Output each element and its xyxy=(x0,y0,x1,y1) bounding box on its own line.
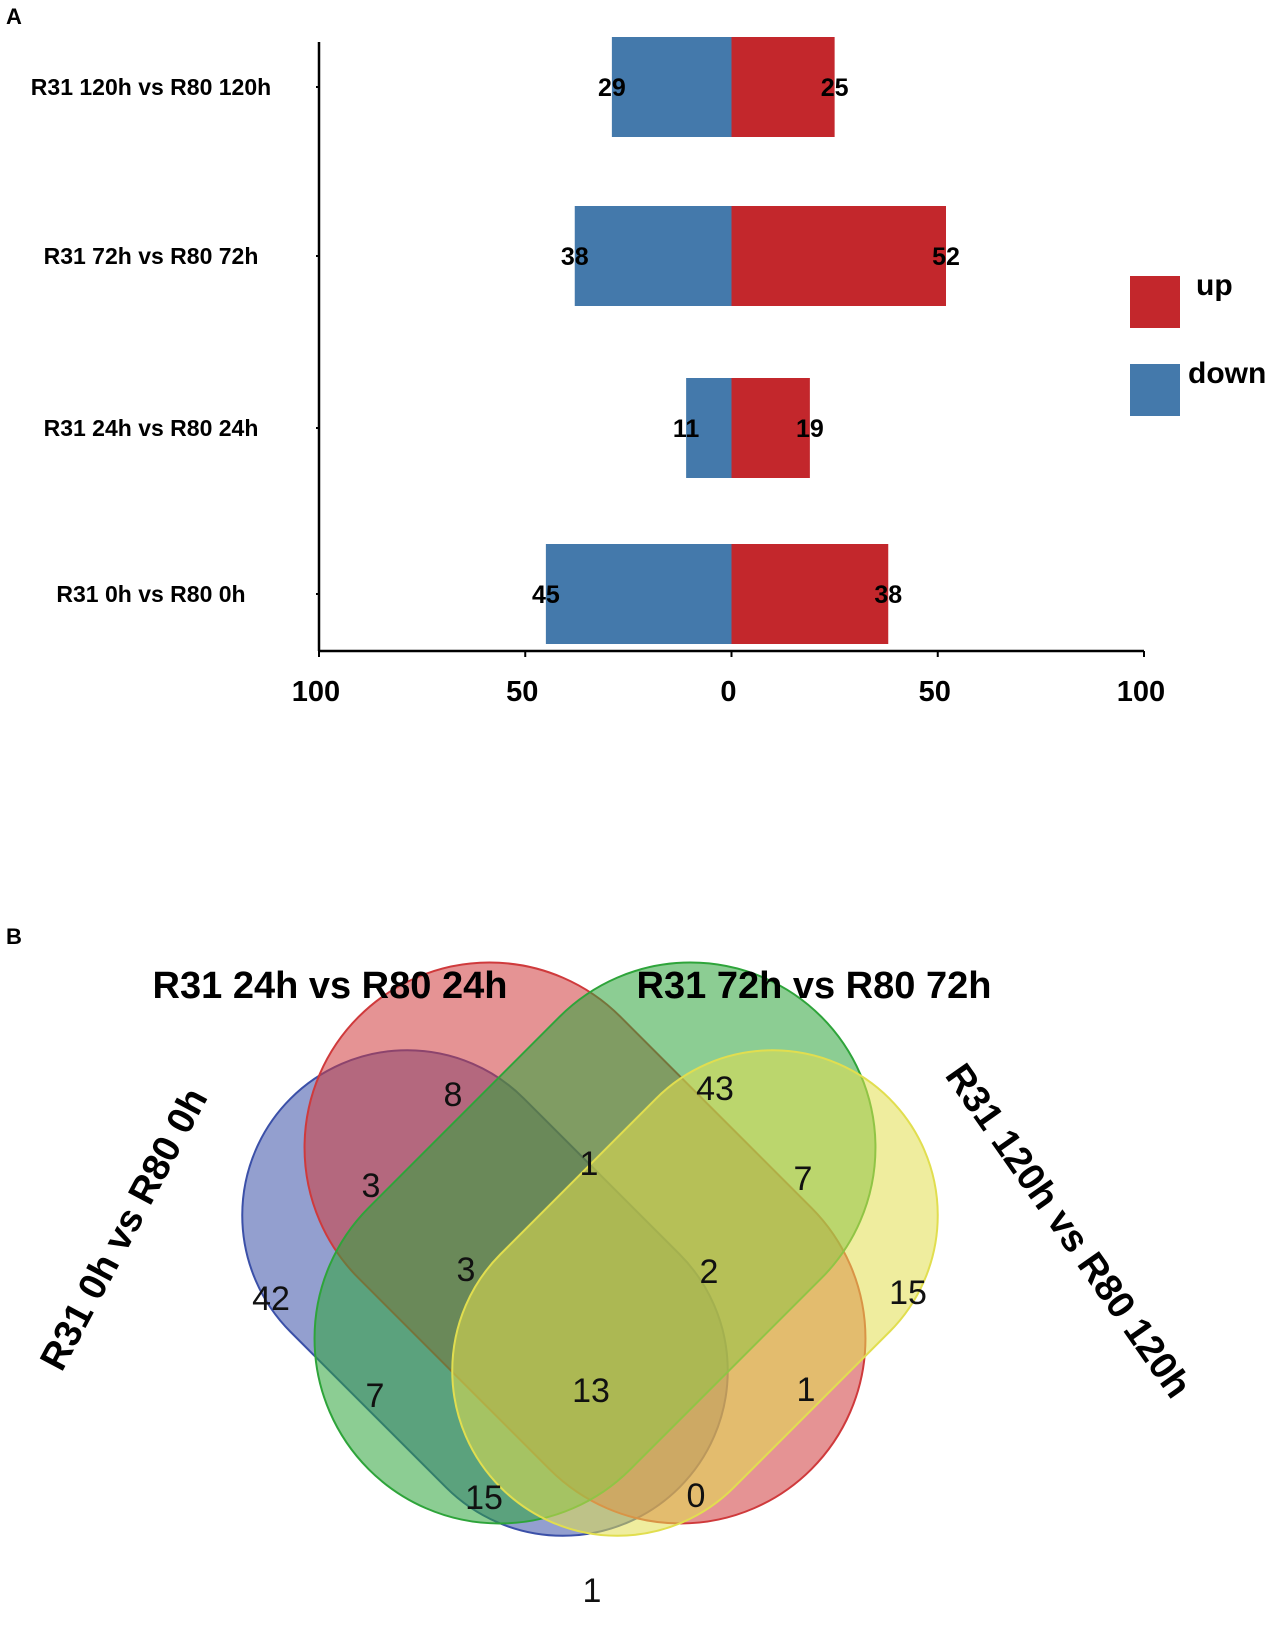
bar-up-2 xyxy=(731,378,810,478)
venn-set-label-1: R31 24h vs R80 24h xyxy=(153,965,508,1007)
bar-up-1 xyxy=(731,206,946,306)
venn-region-value-4: 3 xyxy=(362,1167,381,1205)
bar-label-up-3: 38 xyxy=(874,581,902,609)
category-label-2: R31 24h vs R80 24h xyxy=(44,415,259,441)
panel-a-label: A xyxy=(6,4,22,29)
bar-label-down-2: 11 xyxy=(673,415,700,443)
bar-down-0 xyxy=(611,37,732,137)
venn-region-value-9: 7 xyxy=(366,1377,385,1415)
bar-up-0 xyxy=(731,37,835,137)
panel-b-label: B xyxy=(6,924,22,949)
x-tick-label-3: 50 xyxy=(919,676,951,708)
venn-region-value-5: 1 xyxy=(580,1145,599,1183)
legend-swatch-up xyxy=(1130,276,1180,328)
venn-region-value-2: 43 xyxy=(696,1070,734,1108)
venn-region-value-14: 1 xyxy=(583,1572,602,1610)
venn-region-value-13: 0 xyxy=(687,1477,706,1515)
category-label-3: R31 0h vs R80 0h xyxy=(56,581,245,607)
bar-label-down-0: 29 xyxy=(598,74,626,102)
venn-region-value-10: 13 xyxy=(572,1372,610,1410)
bar-down-3 xyxy=(545,544,732,644)
venn-region-value-8: 2 xyxy=(700,1253,719,1291)
bar-label-down-3: 45 xyxy=(532,581,560,609)
venn-set-label-2: R31 72h vs R80 72h xyxy=(637,965,992,1007)
legend-swatch-down xyxy=(1130,364,1180,416)
venn-set-label-3: R31 120h vs R80 120h xyxy=(937,1056,1199,1405)
x-tick-label-0: 100 xyxy=(292,676,340,708)
bar-up-3 xyxy=(731,544,889,644)
x-tick-label-1: 50 xyxy=(506,676,538,708)
venn-region-value-6: 7 xyxy=(794,1160,813,1198)
venn-region-value-12: 15 xyxy=(465,1479,503,1517)
venn-region-value-1: 8 xyxy=(444,1076,463,1114)
venn-set-label-0: R31 0h vs R80 0h xyxy=(32,1081,216,1377)
bar-label-up-1: 52 xyxy=(932,243,960,271)
category-label-0: R31 120h vs R80 120h xyxy=(31,74,271,100)
bar-label-up-0: 25 xyxy=(821,74,849,102)
bar-down-1 xyxy=(574,206,732,306)
venn-region-value-7: 3 xyxy=(457,1251,476,1289)
venn-diagram: R31 0h vs R80 0h R31 24h vs R80 24h R31 72… xyxy=(32,961,1199,1610)
legend-label-down: down xyxy=(1188,357,1266,390)
venn-set-3 xyxy=(451,1049,939,1537)
category-label-1: R31 72h vs R80 72h xyxy=(44,243,259,269)
bar-label-down-1: 38 xyxy=(561,243,589,271)
bar-label-up-2: 19 xyxy=(796,415,824,443)
venn-region-value-0: 42 xyxy=(252,1280,290,1318)
bar-down-2 xyxy=(686,378,732,478)
venn-region-value-11: 1 xyxy=(797,1371,816,1409)
venn-region-value-3: 15 xyxy=(889,1274,927,1312)
x-tick-label-4: 100 xyxy=(1117,676,1165,708)
x-tick-label-2: 0 xyxy=(720,676,736,708)
diverging-bar-chart: 29 25 R31 120h vs R80 120h 38 52 R31 72h vs R… xyxy=(31,37,1266,708)
legend-label-up: up xyxy=(1196,269,1233,302)
